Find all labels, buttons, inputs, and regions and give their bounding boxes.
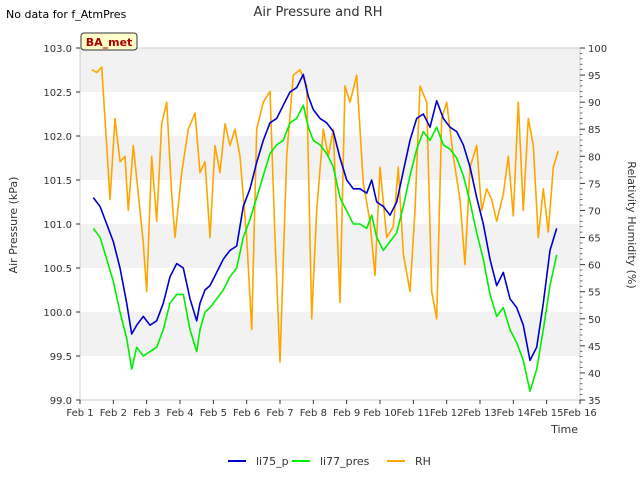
site-badge-box (80, 32, 138, 51)
y-axis-label: Air Pressure (kPa) (7, 177, 20, 274)
grid-band (80, 224, 580, 268)
y-tick-label: 101.5 (43, 176, 72, 187)
grid-band (80, 48, 580, 92)
x-tick-label: Feb 5 (200, 408, 227, 419)
x-tick-label: Feb 4 (166, 408, 193, 419)
y-right-tick-label: 55 (588, 288, 601, 299)
x-tick-label: Feb 14 (497, 408, 531, 419)
y-tick-label: 101.0 (43, 220, 72, 231)
x-tick-label: Feb 13 (463, 408, 497, 419)
y-right-tick-label: 75 (588, 179, 601, 190)
legend-label: li75_p (256, 455, 289, 468)
y-tick-label: 99.5 (50, 352, 72, 363)
y-right-tick-label: 65 (588, 234, 601, 245)
grid-band (80, 312, 580, 356)
x-tick-label: Feb 7 (266, 408, 293, 419)
x-tick-label: Feb 10 (363, 408, 397, 419)
y-right-tick-label: 60 (588, 261, 601, 272)
x-tick-label: Feb 16 (563, 408, 597, 419)
y-tick-label: 103.0 (43, 44, 72, 55)
series-line-li75-p (92, 73, 558, 362)
left-axis: 99.0 99.5 100.0 100.5 101.0 101.5 102.0 102.5 10… (43, 44, 80, 407)
x-tick-label: Feb 3 (133, 408, 160, 419)
y-tick-label: 102.0 (43, 132, 72, 143)
legend: li75_p li77_pres RH (228, 455, 431, 468)
x-tick-label: Feb 15 (530, 408, 564, 419)
y-tick-label: 102.5 (43, 88, 72, 99)
plot-area (80, 48, 580, 400)
y-right-tick-label: 95 (588, 71, 601, 82)
y-right-tick-label: 80 (588, 152, 601, 163)
y-tick-label: 100.0 (43, 308, 72, 319)
y-axis-right-label: Relativity Humidity (%) (625, 161, 638, 288)
x-tick-label: Feb 8 (300, 408, 327, 419)
x-tick-label: Feb 1 (66, 408, 93, 419)
no-data-note: No data for f_AtmPres (6, 8, 127, 21)
y-right-tick-label: 90 (588, 98, 601, 109)
series-line-rh (91, 66, 560, 363)
x-axis: Feb 1 Feb 2 Feb 3 Feb 4 Feb 5 Feb 6 Feb 7 Feb 8… (66, 400, 597, 419)
x-tick-label: Feb 9 (333, 408, 360, 419)
x-tick-label: Feb 2 (100, 408, 127, 419)
series-layer (91, 66, 560, 393)
legend-label: li77_pres (320, 455, 370, 468)
y-right-tick-label: 50 (588, 315, 601, 326)
y-right-tick-label: 70 (588, 206, 601, 217)
site-badge-label: BA_met (86, 36, 133, 49)
y-right-tick-label: 85 (588, 125, 601, 136)
y-tick-label: 99.0 (50, 396, 72, 407)
x-tick-label: Feb 6 (233, 408, 260, 419)
y-right-tick-label: 45 (588, 342, 601, 353)
chart-title: Air Pressure and RH (253, 5, 382, 20)
x-tick-label: Feb 11 (397, 408, 431, 419)
x-axis-label: Time (550, 423, 578, 436)
y-right-tick-label: 40 (588, 369, 601, 380)
site-badge: BA_met (80, 32, 138, 51)
y-right-tick-label: 100 (588, 44, 607, 55)
y-tick-label: 100.5 (43, 264, 72, 275)
legend-label: RH (415, 455, 431, 468)
grid-band (80, 136, 580, 180)
right-axis: 35 40 45 50 55 60 65 70 75 80 85 90 95 100 (580, 44, 607, 407)
series-line-li77-pres (92, 104, 558, 393)
x-tick-label: Feb 12 (430, 408, 464, 419)
y-right-tick-label: 35 (588, 396, 601, 407)
